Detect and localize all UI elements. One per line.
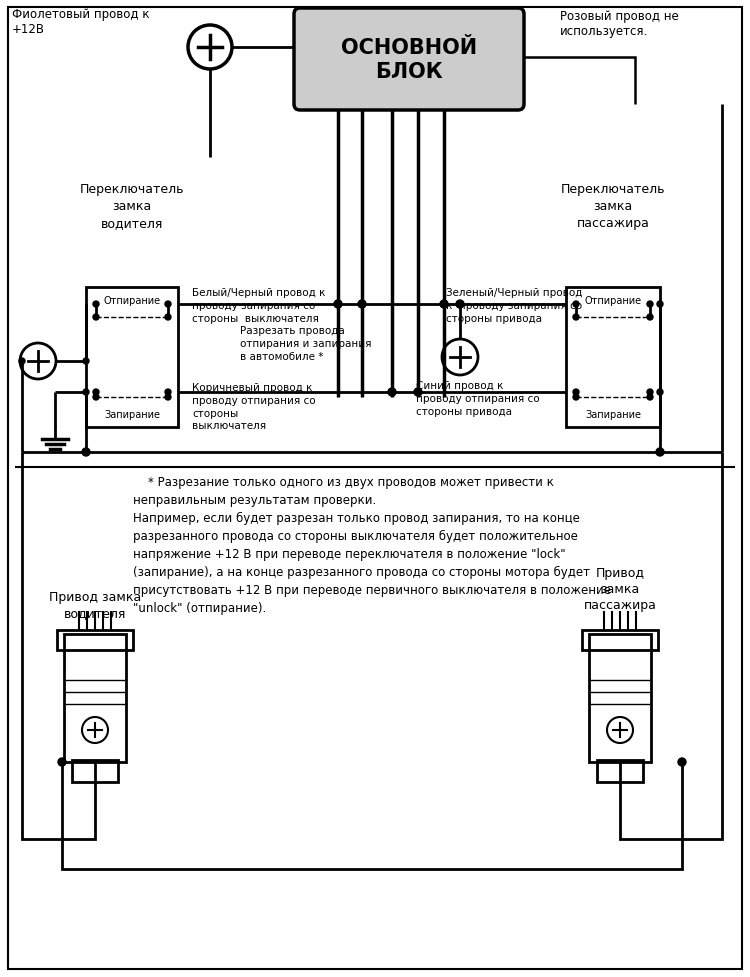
Circle shape [678, 758, 686, 766]
Circle shape [656, 448, 664, 456]
Text: Переключатель
замка
пассажира: Переключатель замка пассажира [561, 183, 665, 230]
Bar [589, 634, 651, 762]
Circle shape [440, 301, 448, 309]
Circle shape [358, 301, 366, 309]
Text: Розовый провод не
используется.: Розовый провод не используется. [560, 10, 679, 38]
Bar [86, 287, 178, 428]
Circle shape [657, 390, 663, 396]
Circle shape [165, 302, 171, 308]
Bar [57, 630, 133, 651]
Circle shape [93, 390, 99, 396]
Circle shape [647, 302, 653, 308]
Text: Коричневый провод к
проводу отпирания со
стороны
выключателя: Коричневый провод к проводу отпирания со… [192, 383, 316, 431]
Text: Привод замка
водителя: Привод замка водителя [49, 590, 141, 619]
Circle shape [93, 315, 99, 320]
Circle shape [93, 302, 99, 308]
Circle shape [573, 315, 579, 320]
Bar [582, 630, 658, 651]
Circle shape [657, 302, 663, 308]
Text: Запирание: Запирание [104, 409, 160, 419]
Circle shape [165, 395, 171, 401]
Circle shape [456, 301, 464, 309]
Bar [72, 760, 118, 783]
Text: Привод
замка
пассажира: Привод замка пассажира [584, 567, 656, 612]
Bar [64, 634, 126, 762]
Circle shape [165, 390, 171, 396]
Bar [566, 287, 660, 428]
Circle shape [647, 395, 653, 401]
Text: Запирание: Запирание [585, 409, 641, 419]
Circle shape [414, 389, 422, 397]
Circle shape [58, 758, 66, 766]
Circle shape [573, 390, 579, 396]
Text: Зеленый/Черный провод
к  проводу запирания со
стороны привода: Зеленый/Черный провод к проводу запирани… [446, 287, 582, 323]
Circle shape [19, 359, 25, 364]
Circle shape [93, 395, 99, 401]
Text: ОСНОВНОЙ
БЛОК: ОСНОВНОЙ БЛОК [341, 38, 477, 81]
Text: Фиолетовый провод к
+12В: Фиолетовый провод к +12В [12, 8, 149, 36]
Bar [597, 760, 643, 783]
Circle shape [388, 389, 396, 397]
Circle shape [647, 315, 653, 320]
Circle shape [165, 315, 171, 320]
Circle shape [573, 395, 579, 401]
Text: Отпирание: Отпирание [584, 296, 641, 306]
Circle shape [83, 359, 89, 364]
FancyBboxPatch shape [294, 9, 524, 110]
Text: * Разрезание только одного из двух проводов может привести к
неправильным резуль: * Разрезание только одного из двух прово… [133, 476, 611, 615]
Circle shape [83, 390, 89, 396]
Text: Разрезать провода
отпирания и запирания
в автомобиле *: Разрезать провода отпирания и запирания … [240, 325, 371, 361]
Circle shape [647, 390, 653, 396]
Text: Отпирание: Отпирание [104, 296, 160, 306]
Text: Белый/Черный провод к
проводу запирания со
стороны  выключателя: Белый/Черный провод к проводу запирания … [192, 287, 326, 323]
Text: Синий провод к
проводу отпирания со
стороны привода: Синий провод к проводу отпирания со стор… [416, 381, 540, 416]
Circle shape [334, 301, 342, 309]
Circle shape [573, 302, 579, 308]
Circle shape [82, 448, 90, 456]
Text: Переключатель
замка
водителя: Переключатель замка водителя [80, 183, 184, 230]
